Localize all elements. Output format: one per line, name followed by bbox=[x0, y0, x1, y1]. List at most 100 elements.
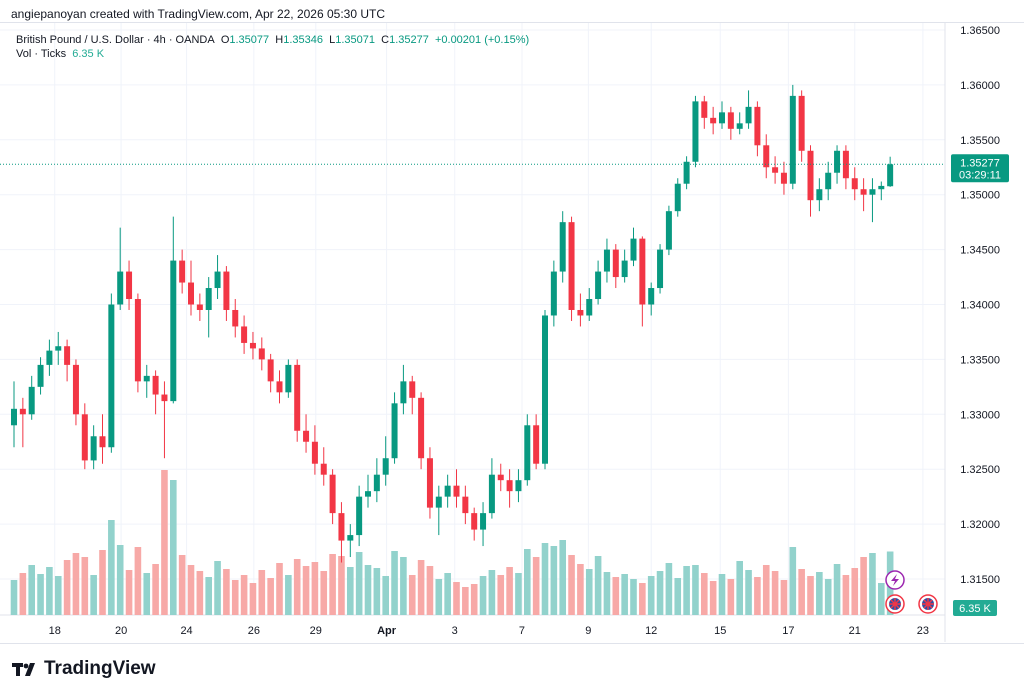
last-price-label: 1.35277 bbox=[960, 157, 1000, 169]
volume-bar bbox=[187, 565, 195, 615]
tradingview-logo[interactable]: TradingView bbox=[12, 658, 156, 680]
volume-badge-label: 6.35 K bbox=[959, 603, 991, 615]
volume-bar bbox=[789, 547, 797, 615]
candle-body bbox=[418, 397, 425, 459]
low-label: L bbox=[329, 34, 336, 46]
volume-bar bbox=[807, 576, 814, 615]
time-tick-label: 20 bbox=[115, 625, 127, 637]
candle-body bbox=[46, 350, 53, 365]
volume-bar bbox=[674, 578, 682, 615]
candle-body bbox=[878, 185, 885, 190]
candle-body bbox=[727, 112, 734, 129]
volume-bar bbox=[99, 550, 106, 615]
candle-body bbox=[674, 183, 681, 212]
volume-bar bbox=[46, 567, 53, 615]
candle-body bbox=[143, 375, 150, 382]
uk-flag-cross-icon bbox=[922, 598, 934, 610]
volume-bar bbox=[736, 561, 743, 615]
price-tick-label: 1.32000 bbox=[960, 519, 1000, 531]
price-tick-label: 1.33000 bbox=[960, 409, 1000, 421]
low-value: 1.35071 bbox=[335, 34, 375, 46]
time-axis: 18 20 24 26 29 Apr 3 7 9 12 15 17 21 23 bbox=[49, 625, 929, 637]
candle-body bbox=[524, 425, 531, 481]
candle-body bbox=[648, 288, 655, 305]
uk-flag-cross-icon bbox=[889, 598, 901, 610]
open-value: 1.35077 bbox=[229, 34, 270, 46]
candle-body bbox=[373, 474, 380, 492]
candle-body bbox=[435, 496, 442, 508]
volume-bar bbox=[152, 564, 159, 615]
volume-bar bbox=[19, 573, 27, 615]
candle-body bbox=[117, 271, 124, 305]
candle-body bbox=[692, 101, 699, 162]
volume-bar bbox=[754, 577, 761, 615]
candle-body bbox=[825, 172, 832, 190]
volume-bar bbox=[851, 568, 859, 615]
candle-body bbox=[382, 458, 389, 475]
candle-body bbox=[515, 480, 522, 492]
candle-body bbox=[179, 260, 186, 283]
candle-body bbox=[108, 304, 115, 448]
high-label: H bbox=[275, 34, 284, 46]
candle-body bbox=[506, 480, 513, 492]
candle-body bbox=[365, 491, 371, 497]
candle-body bbox=[851, 178, 858, 190]
volume-bar bbox=[116, 545, 124, 615]
volume-bar bbox=[400, 557, 407, 615]
candle-body bbox=[19, 408, 26, 415]
time-tick-label: 3 bbox=[452, 625, 458, 637]
volume-label[interactable]: Vol · Ticks bbox=[16, 48, 67, 60]
chart-credit: angiepanoyan created with TradingView.co… bbox=[11, 7, 386, 21]
price-tick-label: 1.36500 bbox=[960, 25, 1000, 37]
candle-body bbox=[736, 123, 743, 129]
candle-body bbox=[807, 150, 814, 201]
volume-bar bbox=[824, 579, 832, 615]
price-tick-label: 1.36000 bbox=[960, 80, 1000, 92]
volume-bar bbox=[559, 540, 566, 615]
candle-body bbox=[241, 326, 248, 343]
candle-body bbox=[488, 474, 495, 514]
candle-body bbox=[550, 271, 557, 316]
close-value: 1.35277 bbox=[389, 34, 429, 46]
volume-bar bbox=[639, 583, 646, 615]
candle-body bbox=[329, 474, 336, 514]
candle-body bbox=[152, 375, 159, 395]
volume-bar bbox=[842, 575, 850, 615]
candle-body bbox=[665, 211, 672, 250]
volume-bar bbox=[214, 561, 221, 615]
candle-body bbox=[126, 271, 133, 300]
time-tick-label: 21 bbox=[849, 625, 861, 637]
volume-bar bbox=[258, 570, 266, 615]
candle-body bbox=[559, 222, 566, 272]
candle-body bbox=[480, 513, 487, 530]
candle-body bbox=[887, 164, 894, 187]
volume-value: 6.35 K bbox=[72, 48, 105, 60]
candle-body bbox=[789, 95, 796, 184]
volume-bar bbox=[550, 546, 558, 615]
volume-bar bbox=[170, 480, 177, 615]
time-tick-label: 18 bbox=[49, 625, 61, 637]
candle-body bbox=[701, 101, 708, 118]
time-tick-label: 12 bbox=[645, 625, 657, 637]
volume-legend: Vol · Ticks 6.35 K bbox=[16, 48, 104, 60]
candle-body bbox=[816, 189, 823, 201]
volume-bar bbox=[780, 580, 788, 615]
volume-bar bbox=[718, 574, 726, 615]
volume-bar bbox=[515, 573, 522, 615]
volume-bar bbox=[81, 557, 89, 615]
volume-bar bbox=[692, 565, 699, 615]
volume-bar bbox=[497, 575, 505, 615]
volume-bar bbox=[382, 576, 389, 615]
candle-body bbox=[391, 403, 398, 459]
volume-bar bbox=[701, 573, 708, 615]
volume-bar bbox=[470, 584, 478, 615]
candle-body bbox=[320, 463, 327, 475]
symbol-label[interactable]: British Pound / U.S. Dollar · 4h · OANDA bbox=[16, 34, 215, 46]
volume-bar bbox=[161, 470, 168, 615]
price-tick-label: 1.34000 bbox=[960, 300, 1000, 312]
volume-bar bbox=[524, 549, 531, 615]
candle-body bbox=[400, 381, 407, 404]
candle-body bbox=[497, 474, 504, 481]
volume-bar bbox=[72, 553, 80, 615]
